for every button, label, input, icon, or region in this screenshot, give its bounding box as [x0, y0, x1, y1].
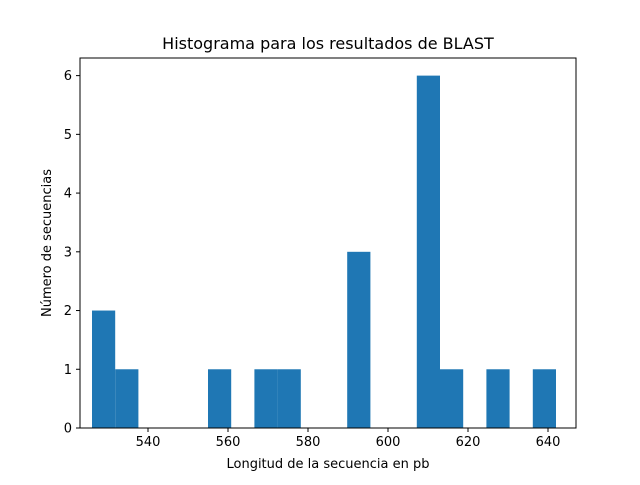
- x-axis-ticks: 540 560 580 600 620 640: [136, 428, 561, 450]
- y-tick-label: 5: [64, 128, 72, 143]
- y-tick-label: 6: [64, 69, 72, 84]
- bars-group: [92, 75, 556, 428]
- histogram-bar: [440, 369, 464, 428]
- y-tick-label: 2: [64, 304, 72, 319]
- histogram-bar: [92, 310, 116, 428]
- plot-frame: [79, 57, 577, 429]
- x-tick-label: 640: [536, 435, 561, 450]
- y-axis-ticks: 0 1 2 3 4 5 6: [64, 69, 80, 437]
- histogram-bar: [532, 369, 556, 428]
- y-tick-label: 3: [64, 245, 72, 260]
- y-tick-label: 0: [64, 422, 72, 437]
- x-axis-label: Longitud de la secuencia en pb: [226, 457, 429, 472]
- histogram-bar: [254, 369, 278, 428]
- x-tick-label: 620: [456, 435, 481, 450]
- histogram-bar: [416, 75, 440, 428]
- x-tick-label: 560: [216, 435, 241, 450]
- x-tick-label: 540: [136, 435, 161, 450]
- histogram-bar: [115, 369, 139, 428]
- chart-title: Histograma para los resultados de BLAST: [162, 34, 494, 53]
- x-tick-label: 580: [296, 435, 321, 450]
- x-tick-label: 600: [376, 435, 401, 450]
- histogram-bar: [486, 369, 510, 428]
- histogram-bar: [277, 369, 301, 428]
- y-tick-label: 1: [64, 363, 72, 378]
- y-tick-label: 4: [64, 187, 72, 202]
- histogram-bar: [208, 369, 232, 428]
- y-axis-label: Número de secuencias: [40, 169, 55, 317]
- histogram-bar: [347, 251, 371, 428]
